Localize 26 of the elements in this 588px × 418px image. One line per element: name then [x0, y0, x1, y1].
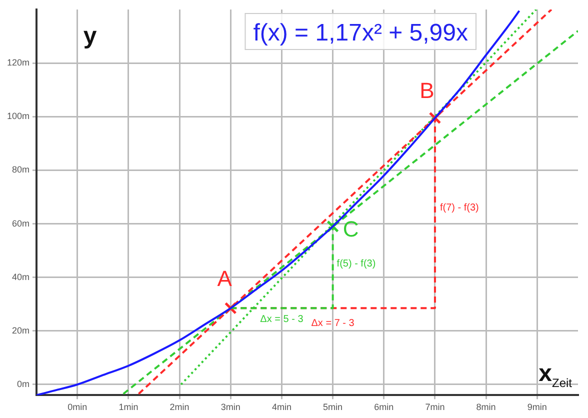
y-tick-label: 60m: [12, 218, 30, 228]
y-tick-label: 100m: [7, 111, 30, 122]
x-tick-label: 3min: [220, 402, 240, 412]
chart-title: f(x) = 1,17x² + 5,99x: [253, 20, 468, 46]
annotation: C: [342, 216, 359, 242]
y-tick-label: 20m: [12, 325, 30, 336]
x-tick-label: 7min: [425, 402, 445, 412]
annotation: Δx = 7 - 3: [311, 318, 355, 330]
y-tick-label: 80m: [12, 164, 30, 175]
y-tick-label: 120m: [7, 58, 30, 68]
annotation: A: [217, 266, 232, 292]
x-tick-label: 4min: [272, 402, 292, 412]
y-tick-label: 0m: [17, 378, 30, 389]
x-tick-label: 0min: [68, 402, 88, 412]
x-tick-label: 2min: [170, 402, 190, 412]
annotation: f(7) - f(3): [440, 202, 479, 214]
x-tick-label: 8min: [476, 402, 496, 412]
y-axis-title: y: [83, 22, 98, 50]
y-tick-label: 40m: [12, 272, 30, 282]
x-tick-label: 1min: [118, 402, 138, 412]
x-tick-label: 9min: [527, 402, 547, 412]
annotation: f(5) - f(3): [336, 258, 376, 270]
x-tick-label: 6min: [374, 402, 394, 412]
annotation: B: [420, 78, 434, 103]
annotation: Δx = 5 - 3: [260, 314, 304, 326]
x-tick-label: 5min: [323, 402, 343, 412]
